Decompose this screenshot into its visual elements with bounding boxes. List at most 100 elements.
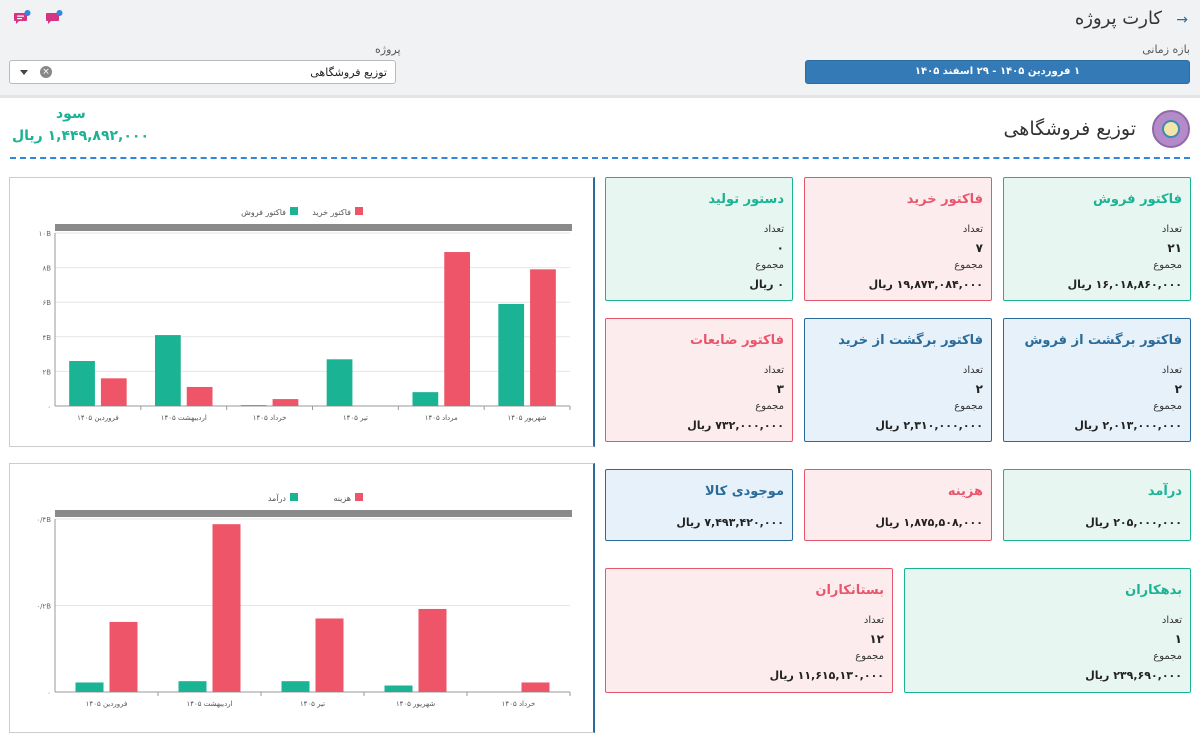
chart-top-strip (55, 224, 572, 231)
x-tick-label: خرداد ۱۴۰۵ (253, 414, 287, 422)
sum-value: ۱,۸۷۵,۵۰۸,۰۰۰ ریال (875, 516, 983, 529)
count-label: تعداد (1161, 365, 1182, 376)
card-title: هزینه (947, 484, 983, 499)
x-tick-label: شهریور ۱۴۰۵ (507, 414, 546, 422)
bar (530, 269, 556, 406)
card-waste-invoice[interactable]: فاکتور ضایعات تعداد ۳ مجموع ۷۳۲,۰۰۰,۰۰۰ … (605, 318, 793, 442)
project-filter-label: پروژه (375, 43, 401, 56)
x-tick-label: فروردین ۱۴۰۵ (77, 414, 119, 422)
card-title: درآمد (1147, 484, 1182, 499)
chat-list-icon[interactable] (14, 10, 31, 24)
bar (155, 335, 181, 406)
count-label: تعداد (763, 365, 784, 376)
bar (178, 681, 207, 692)
chart-top-strip (55, 510, 572, 517)
sum-value: ۲,۰۱۳,۰۰۰,۰۰۰ ریال (1074, 419, 1182, 432)
sum-label: مجموع (954, 401, 983, 412)
bar (315, 618, 344, 692)
card-expense[interactable]: هزینه ۱,۸۷۵,۵۰۸,۰۰۰ ریال (804, 469, 992, 541)
legend-label: هزینه (333, 494, 351, 503)
chevron-down-icon[interactable] (20, 70, 28, 75)
project-select[interactable]: توزیع فروشگاهی × (9, 60, 396, 84)
x-tick-label: خرداد ۱۴۰۵ (502, 700, 536, 708)
card-purchase-invoice[interactable]: فاکتور خرید تعداد ۷ مجموع ۱۹,۸۷۳,۰۸۴,۰۰۰… (804, 177, 992, 301)
bar (69, 361, 95, 406)
card-debtors[interactable]: بدهکاران تعداد ۱ مجموع ۲۳۹,۶۹۰,۰۰۰ ریال (904, 568, 1191, 693)
card-title: دستور تولید (708, 192, 784, 207)
sum-value: ۰ ریال (749, 278, 784, 291)
card-sales-invoice[interactable]: فاکتور فروش تعداد ۲۱ مجموع ۱۶,۰۱۸,۸۶۰,۰۰… (1003, 177, 1191, 301)
sales-purchase-chart-panel: فاکتور فروش فاکتور خرید ۰ ۲B ۴B ۶B ۸B ۱۰B فروردی… (9, 177, 595, 447)
sum-label: مجموع (1153, 401, 1182, 412)
card-title: فاکتور برگشت از خرید (838, 333, 983, 348)
count-value: ۳ (776, 382, 784, 396)
bar (109, 621, 138, 692)
bar (444, 252, 470, 406)
x-tick-label: شهریور ۱۴۰۵ (396, 700, 435, 708)
y-tick-label: ۰ (47, 403, 51, 411)
bar (272, 399, 299, 406)
bar (240, 405, 267, 406)
count-value: ۲ (1174, 382, 1182, 396)
sum-value: ۲۳۹,۶۹۰,۰۰۰ ریال (1085, 669, 1182, 682)
bar (384, 685, 413, 692)
sum-label: مجموع (855, 651, 884, 662)
project-name: توزیع فروشگاهی (1003, 118, 1136, 140)
y-tick-label: ۰/۲B (36, 603, 51, 611)
card-production-order[interactable]: دستور تولید تعداد ۰ مجموع ۰ ریال (605, 177, 793, 301)
x-tick-label: مرداد ۱۴۰۵ (425, 414, 458, 422)
bar (498, 303, 525, 406)
page-title: کارت پروژه (1074, 8, 1162, 29)
card-inventory[interactable]: موجودی کالا ۷,۴۹۳,۴۲۰,۰۰۰ ریال (605, 469, 793, 541)
bar (521, 682, 550, 692)
sum-value: ۷۳۲,۰۰۰,۰۰۰ ریال (687, 419, 784, 432)
count-label: تعداد (863, 615, 884, 626)
card-title: فاکتور خرید (906, 192, 983, 207)
sum-label: مجموع (1153, 260, 1182, 271)
count-label: تعداد (1161, 224, 1182, 235)
count-label: تعداد (962, 365, 983, 376)
sum-value: ۱۶,۰۱۸,۸۶۰,۰۰۰ ریال (1067, 278, 1182, 291)
y-tick-label: ۸B (42, 265, 51, 273)
y-tick-label: ۶B (42, 299, 51, 307)
y-tick-label: ۰ (47, 689, 51, 697)
card-title: بدهکاران (1125, 583, 1182, 598)
bar (75, 682, 104, 692)
sum-value: ۱۱,۶۱۵,۱۳۰,۰۰۰ ریال (769, 669, 884, 682)
card-purchase-return[interactable]: فاکتور برگشت از خرید تعداد ۲ مجموع ۲,۳۱۰… (804, 318, 992, 442)
bar (186, 386, 213, 406)
sum-label: مجموع (1153, 651, 1182, 662)
card-sales-return[interactable]: فاکتور برگشت از فروش تعداد ۲ مجموع ۲,۰۱۳… (1003, 318, 1191, 442)
card-income[interactable]: درآمد ۲۰۵,۰۰۰,۰۰۰ ریال (1003, 469, 1191, 541)
date-filter-label: بازه زمانی (1142, 43, 1190, 56)
sum-value: ۲,۳۱۰,۰۰۰,۰۰۰ ریال (875, 419, 983, 432)
card-creditors[interactable]: بستانکاران تعداد ۱۲ مجموع ۱۱,۶۱۵,۱۳۰,۰۰۰… (605, 568, 893, 693)
x-tick-label: اردیبهشت ۱۴۰۵ (161, 414, 207, 422)
count-value: ۲۱ (1167, 241, 1182, 255)
x-tick-label: تیر ۱۴۰۵ (300, 700, 325, 708)
card-title: فاکتور ضایعات (689, 333, 784, 348)
count-value: ۲ (975, 382, 983, 396)
project-logo (1152, 110, 1190, 148)
back-arrow-icon[interactable]: → (1176, 12, 1188, 28)
x-tick-label: اردیبهشت ۱۴۰۵ (186, 700, 232, 708)
bar (281, 681, 310, 692)
count-value: ۱ (1174, 632, 1182, 646)
x-tick-label: فروردین ۱۴۰۵ (86, 700, 128, 708)
count-label: تعداد (1161, 615, 1182, 626)
x-tick-label: تیر ۱۴۰۵ (343, 414, 368, 422)
date-range-button[interactable]: ۱ فروردین ۱۴۰۵ - ۲۹ اسفند ۱۴۰۵ (805, 60, 1190, 84)
y-tick-label: ۰/۴B (36, 516, 51, 524)
count-value: ۰ (776, 241, 784, 255)
bar (418, 608, 447, 692)
legend-label: فاکتور فروش (241, 208, 286, 217)
bar (212, 524, 241, 692)
count-value: ۱۲ (869, 632, 884, 646)
legend-swatch (355, 493, 363, 501)
legend-label: درآمد (268, 493, 287, 503)
clear-icon[interactable]: × (40, 66, 52, 78)
new-message-icon[interactable] (46, 10, 63, 24)
count-label: تعداد (962, 224, 983, 235)
income-expense-chart: درآمد هزینه ۰ ۰/۲B ۰/۴B فروردین ۱۴۰۵ اردیبهشت … (36, 493, 572, 708)
card-title: فاکتور برگشت از فروش (1024, 333, 1182, 348)
